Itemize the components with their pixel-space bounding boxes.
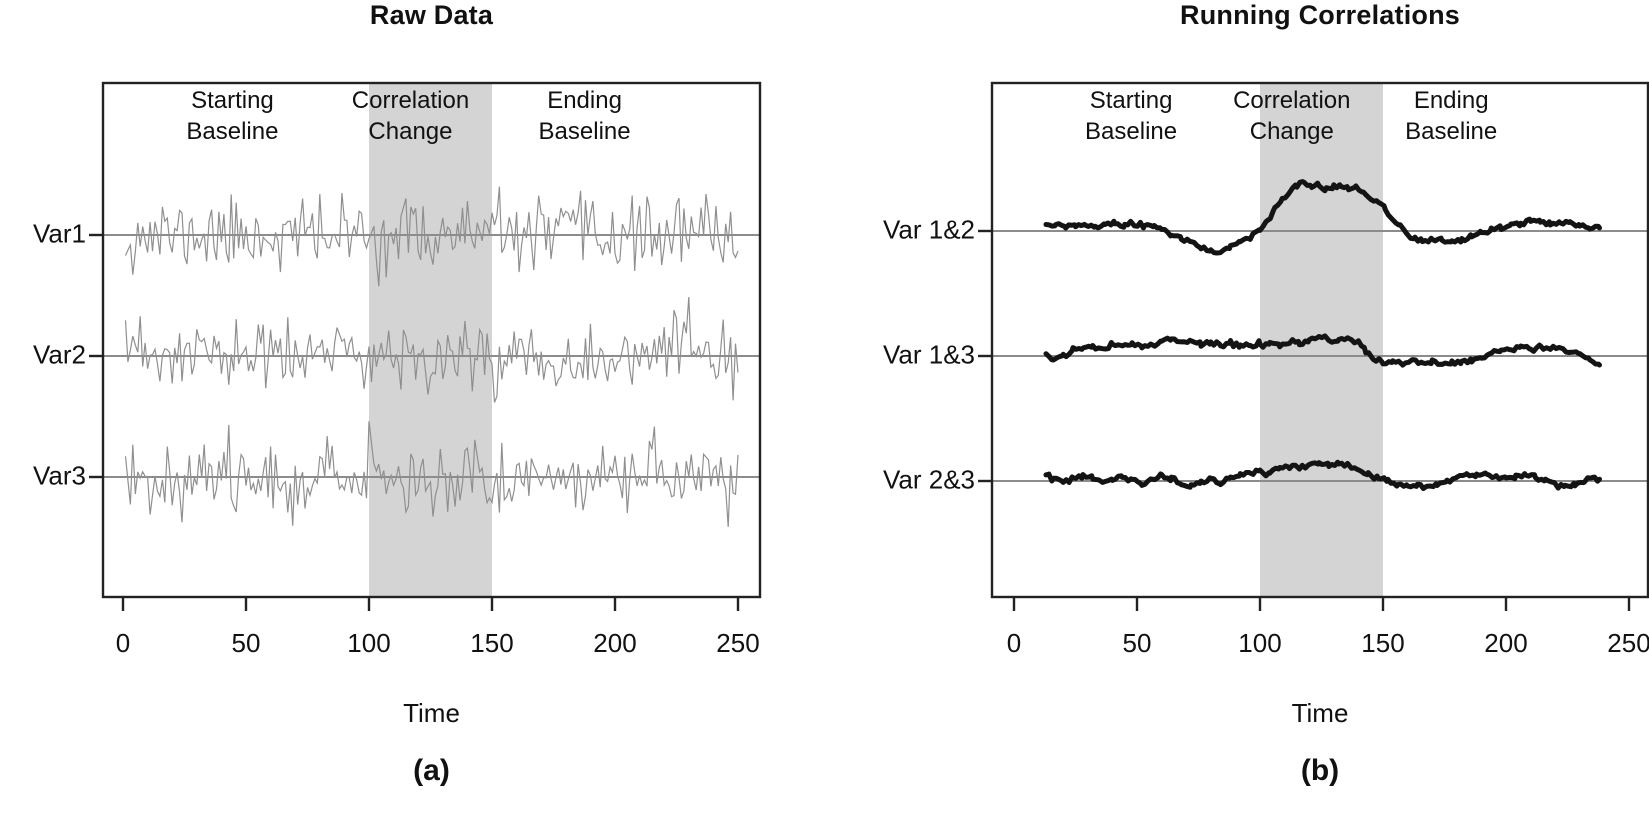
x-tick-label-50: 50	[1122, 628, 1152, 658]
x-tick-label-200: 200	[1484, 628, 1528, 658]
panel-a-xaxis-label: Time	[403, 698, 460, 728]
raw-series-var1	[124, 186, 739, 287]
region-label-ending-baseline: Ending Baseline	[539, 85, 631, 147]
x-tick-label-200: 200	[593, 628, 637, 658]
region-label-starting-baseline: Starting Baseline	[186, 85, 278, 147]
row-label-var-1-3: Var 1&3	[882, 339, 975, 370]
region-label-correlation-change: Correlation Change	[352, 85, 469, 147]
region-label-line: Change	[1249, 118, 1334, 145]
row-label-var-1-2: Var 1&2	[882, 214, 975, 245]
region-label-line: Correlation	[351, 87, 470, 114]
plot-box-panel-a	[101, 81, 762, 599]
region-label-line: Ending	[547, 87, 622, 114]
x-tick-label-0: 0	[115, 628, 131, 658]
x-tick-label-0: 0	[1006, 628, 1022, 658]
x-tick-label-150: 150	[1361, 628, 1405, 658]
correlation-series-var-2-3	[1043, 459, 1602, 491]
raw-series-var3	[124, 421, 739, 527]
region-label-line: Change	[368, 118, 453, 145]
region-label-starting-baseline: Starting Baseline	[1085, 85, 1177, 147]
x-tick-label-100: 100	[347, 628, 391, 658]
region-label-line: Ending	[1413, 87, 1489, 114]
panel-a-title: Raw Data	[369, 0, 494, 30]
region-label-line: Baseline	[186, 118, 279, 145]
x-tick-label-50: 50	[231, 628, 261, 658]
correlation-series-var-1-2	[1043, 179, 1602, 256]
raw-series-var2	[124, 296, 739, 403]
plot-box-panel-b	[990, 81, 1649, 599]
panel-b-xaxis-label: Time	[1291, 698, 1349, 728]
row-label-var3: Var3	[33, 460, 86, 491]
x-tick-label-250: 250	[1607, 628, 1649, 658]
x-tick-label-150: 150	[470, 628, 514, 658]
region-label-line: Baseline	[538, 118, 631, 145]
row-label-var2: Var2	[33, 339, 86, 370]
panel-b-caption: (b)	[1300, 754, 1340, 787]
region-label-line: Baseline	[1405, 118, 1498, 145]
region-label-line: Baseline	[1085, 118, 1178, 145]
region-label-ending-baseline: Ending Baseline	[1405, 85, 1497, 147]
x-tick-label-100: 100	[1238, 628, 1282, 658]
panel-a-caption: (a)	[413, 754, 450, 787]
region-label-line: Starting	[1089, 87, 1173, 114]
panel-b-title: Running Correlations	[1180, 0, 1460, 30]
region-label-line: Correlation	[1233, 87, 1351, 114]
x-tick-label-250: 250	[716, 628, 760, 658]
region-label-correlation-change: Correlation Change	[1233, 85, 1350, 147]
row-label-var1: Var1	[33, 218, 86, 249]
correlation-series-var-1-3	[1043, 333, 1602, 368]
region-label-line: Starting	[191, 87, 274, 114]
row-label-var-2-3: Var 2&3	[882, 464, 975, 495]
